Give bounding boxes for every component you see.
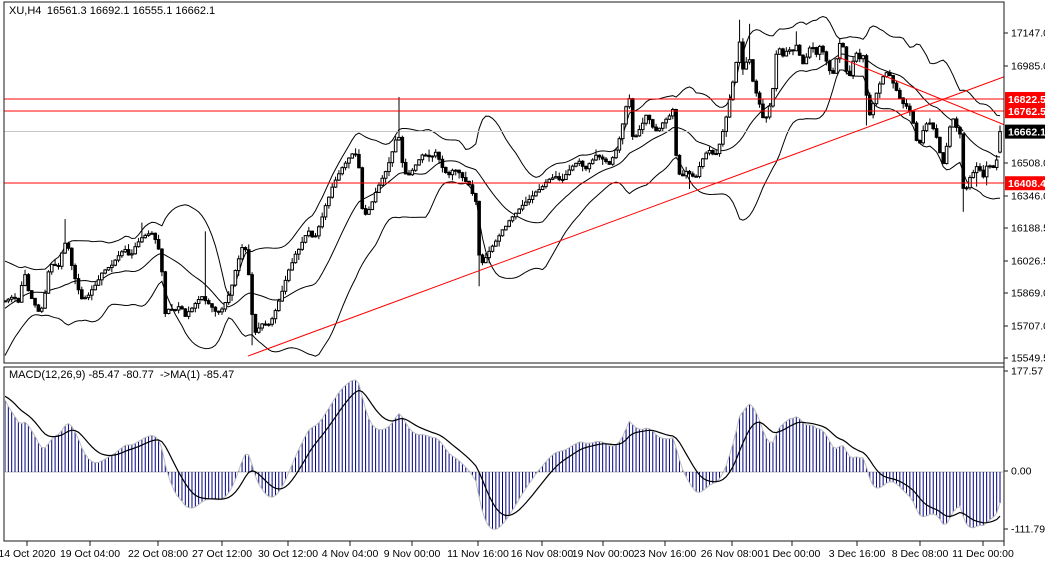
svg-text:16762.5: 16762.5: [1008, 106, 1045, 118]
chart-ohlc-header: XU,H4 16561.3 16692.1 16555.1 16662.1: [9, 5, 215, 17]
time-axis-label: 30 Oct 12:00: [258, 548, 318, 560]
time-axis-label: 23 Nov 16:00: [634, 548, 697, 560]
time-axis-label: 1 Dec 00:00: [764, 548, 821, 560]
price-tick-label: 16026.5: [1011, 255, 1045, 267]
time-axis-label: 4 Nov 04:00: [322, 548, 379, 560]
ohlc-open: 16561.3: [46, 5, 87, 17]
price-tick-label: 15869.0: [1011, 287, 1045, 299]
time-axis-label: 11 Nov 16:00: [447, 548, 509, 560]
ohlc-low: 16555.1: [132, 5, 173, 17]
price-tick-label: 16346.0: [1011, 190, 1045, 202]
svg-text:16408.4: 16408.4: [1008, 178, 1045, 190]
panel-frames: [3, 1, 1005, 546]
analysis-lines[interactable]: [4, 56, 1012, 357]
time-axis-label: 3 Dec 16:00: [829, 548, 886, 560]
macd-panel-plot: [5, 379, 1003, 530]
time-axis-label: 9 Nov 00:00: [384, 548, 441, 560]
ohlc-high: 16692.1: [89, 5, 130, 17]
svg-text:16822.5: 16822.5: [1008, 94, 1045, 106]
trend-line[interactable]: [837, 56, 1012, 128]
price-tick-label: 16985.0: [1011, 60, 1045, 72]
symbol-timeframe: XU,H4: [9, 5, 42, 17]
time-axis-label: 27 Oct 12:00: [192, 548, 252, 560]
macd-scale-label: 0.00: [1011, 466, 1032, 478]
time-axis-label: 26 Nov 08:00: [701, 548, 764, 560]
level-price-badge: 16762.5: [1005, 104, 1045, 119]
time-axis-label: 14 Oct 2020: [0, 548, 56, 560]
ohlc-close: 16662.1: [175, 5, 216, 17]
time-axis-label: 11 Dec 00:00: [952, 548, 1014, 560]
price-tick-label: 17147.0: [1011, 27, 1045, 39]
macd-scale-label: 177.57: [1011, 366, 1043, 378]
level-price-badge: 16408.4: [1005, 176, 1045, 191]
price-axis: 17147.0 16985.0 16508.0 16346.0 16188.5 16026…: [1004, 27, 1045, 536]
macd-indicator-label: MACD(12,26,9) -85.47 -80.77 ->MA(1) -85.…: [9, 369, 235, 381]
price-tick-label: 16188.5: [1011, 222, 1045, 234]
current-price-badge: 16662.1: [1005, 124, 1045, 139]
level-price-badge: 16822.5: [1005, 91, 1045, 106]
price-tick-label: 16508.0: [1011, 157, 1045, 169]
svg-text:16662.1: 16662.1: [1008, 127, 1045, 139]
candlesticks: [4, 19, 1002, 346]
time-axis-label: 19 Nov 00:00: [572, 548, 635, 560]
time-axis-label: 19 Oct 04:00: [60, 548, 120, 560]
time-axis-label: 8 Dec 08:00: [892, 548, 949, 560]
price-tick-label: 15707.0: [1011, 320, 1045, 332]
time-axis-label: 16 Nov 08:00: [511, 548, 574, 560]
macd-scale-label: -111.79: [1011, 524, 1045, 536]
price-tick-label: 15549.5: [1011, 352, 1045, 364]
macd-signal-line: [5, 389, 1001, 524]
macd-main-line: [5, 379, 1001, 530]
trend-line[interactable]: [247, 74, 1012, 357]
time-axis: 14 Oct 2020 19 Oct 04:00 22 Oct 08:00 27 Oc…: [0, 541, 1014, 560]
time-axis-label: 22 Oct 08:00: [128, 548, 188, 560]
bollinger-bands: [4, 15, 1001, 357]
